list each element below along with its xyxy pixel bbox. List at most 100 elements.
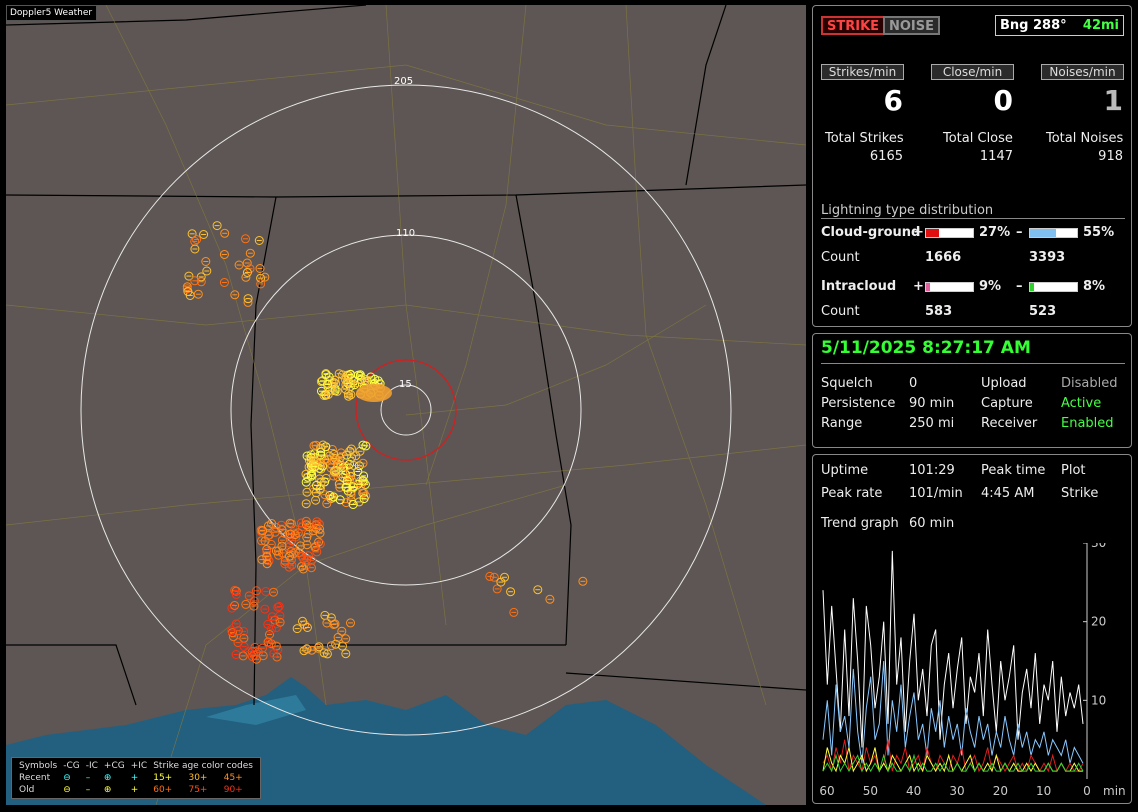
strike-marker: [329, 455, 339, 465]
strike-marker: [312, 547, 322, 557]
strike-marker: [256, 273, 266, 283]
strike-marker: [315, 539, 325, 549]
close-range-ring: [355, 359, 457, 461]
range-rings: [80, 84, 732, 736]
strike-marker: [239, 642, 249, 652]
strike-marker: [489, 572, 499, 582]
trend-x-tick-label: 40: [906, 784, 921, 798]
strike-marker: [496, 577, 506, 587]
peak-rate-label: Peak rate: [821, 486, 883, 501]
strike-marker: [202, 266, 212, 276]
peak-time-label: Peak time: [981, 463, 1046, 478]
strike-marker: [302, 623, 312, 632]
strike-marker: [346, 490, 356, 500]
strike-marker: [298, 564, 308, 574]
state-borders: [6, 5, 806, 706]
strike-marker: [326, 641, 336, 651]
trend-y-tick-label: 10: [1091, 693, 1106, 707]
strike-marker: [263, 637, 273, 647]
strike-marker: [318, 440, 328, 450]
strike-marker: [506, 587, 516, 597]
total-close-value: 1147: [979, 149, 1013, 164]
ic-plus-pct: 9%: [979, 279, 1002, 294]
strike-marker: [333, 632, 343, 642]
strike-marker: [311, 521, 321, 531]
strike-marker: [323, 390, 333, 400]
strike-marker: [285, 529, 295, 539]
strike-marker: [301, 499, 311, 509]
legend-recent-ic-plus-icon: +: [130, 773, 139, 783]
strike-marker: [238, 651, 248, 661]
range-label-110: 110: [396, 228, 415, 239]
strike-marker: [308, 526, 318, 536]
strike-marker: [262, 559, 272, 569]
strikes-min-header[interactable]: Strikes/min: [821, 64, 904, 80]
strike-marker: [260, 272, 270, 282]
noise-button[interactable]: NOISE: [883, 16, 941, 35]
range-label: Range: [821, 416, 863, 431]
strike-button[interactable]: STRIKE: [821, 16, 886, 35]
trend-value: 60 min: [909, 516, 955, 531]
strike-marker: [314, 537, 324, 547]
strike-marker: [313, 643, 323, 653]
strike-marker: [184, 271, 194, 281]
legend-col-cg-plus: +CG: [103, 761, 125, 771]
strike-marker: [322, 499, 332, 509]
strike-marker: [341, 498, 351, 508]
noises-min-header[interactable]: Noises/min: [1041, 64, 1124, 80]
squelch-label: Squelch: [821, 376, 873, 391]
strike-marker: [334, 369, 344, 379]
total-strikes-value: 6165: [869, 149, 903, 164]
capture-value: Active: [1061, 396, 1102, 411]
strike-marker: [312, 480, 321, 490]
close-min-header[interactable]: Close/min: [931, 64, 1014, 80]
trend-y-tick-label: 30: [1091, 543, 1106, 550]
legend-symbols-label: Symbols: [19, 761, 58, 771]
trend-label: Trend graph: [821, 516, 899, 531]
strike-marker: [302, 540, 312, 550]
strike-marker: [262, 554, 272, 564]
legend-old-cg-minus-icon: ⊖: [63, 785, 71, 795]
legend-old-ic-plus-icon: +: [130, 785, 139, 795]
coast-shallow: [206, 695, 306, 725]
strike-marker: [254, 236, 264, 245]
strike-marker: [233, 638, 243, 648]
strike-marker: [341, 380, 351, 390]
strike-marker: [360, 376, 370, 386]
strike-marker: [262, 552, 272, 562]
strike-marker: [301, 520, 311, 530]
strike-marker: [252, 586, 261, 596]
strike-marker: [307, 470, 317, 480]
strike-marker: [355, 482, 365, 491]
legend-age-30: 30+: [188, 773, 208, 783]
upload-label: Upload: [981, 376, 1027, 391]
cg-label: Cloud-ground: [821, 225, 921, 240]
strike-marker: [285, 551, 294, 561]
legend-recent-ic-minus-icon: –: [85, 773, 91, 783]
strike-marker: [230, 601, 240, 610]
legend-age-title: Strike age color codes: [153, 761, 253, 771]
ic-count-label: Count: [821, 304, 860, 319]
strike-markers: [182, 221, 588, 664]
total-strikes-label: Total Strikes: [825, 131, 904, 146]
strike-marker: [228, 632, 238, 642]
strike-marker: [307, 555, 317, 565]
range-value: 250 mi: [909, 416, 955, 431]
strike-marker: [302, 451, 312, 461]
ic-minus-pct: 8%: [1083, 279, 1106, 294]
strike-legend: Symbols -CG -IC +CG +IC Strike age color…: [11, 757, 261, 799]
bearing-display: Bng 288° 42mi: [995, 15, 1124, 36]
strike-marker: [330, 619, 340, 629]
strike-marker: [346, 618, 355, 628]
strike-marker: [233, 626, 243, 636]
persistence-value: 90 min: [909, 396, 955, 411]
plot-value[interactable]: Strike: [1061, 486, 1099, 501]
strike-marker: [311, 457, 321, 466]
noises-min-value: 1: [1103, 84, 1123, 117]
lightning-map[interactable]: 205 110 15 Doppler5 Weather Symbols -CG …: [6, 5, 806, 805]
ic-plus-bar-fill: [926, 283, 931, 291]
strike-marker: [219, 250, 229, 259]
strike-marker: [332, 386, 342, 396]
legend-age-15: 15+: [153, 773, 173, 783]
strike-marker: [353, 370, 363, 380]
